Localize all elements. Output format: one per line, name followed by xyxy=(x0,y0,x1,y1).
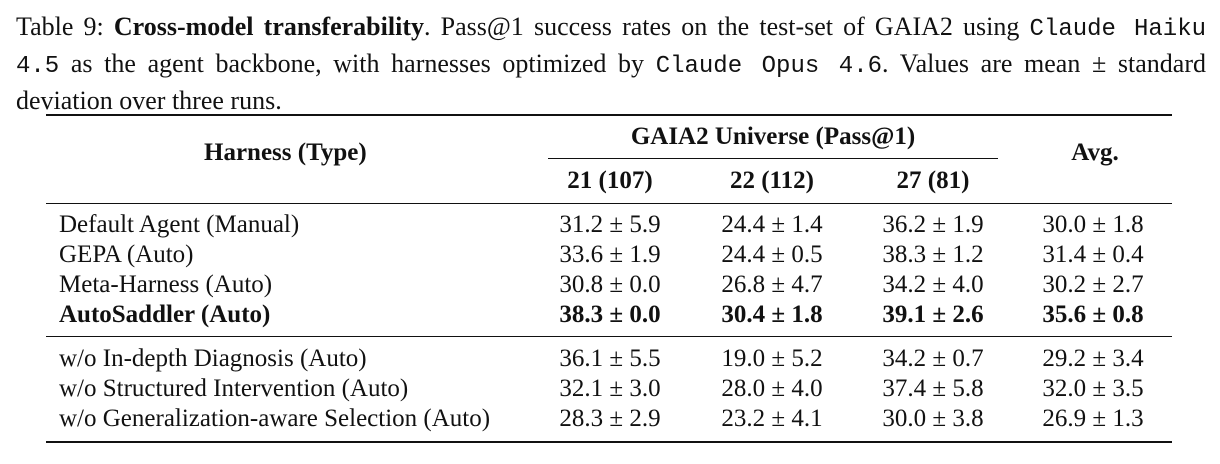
cell-value: 38.3 ± 1.2 xyxy=(882,241,984,268)
cell-avg: 35.6 ± 0.8 xyxy=(1042,301,1144,328)
cell-avg: 29.2 ± 3.4 xyxy=(1042,345,1144,372)
caption-model-1: Claude Haiku 4.5 xyxy=(16,16,1207,80)
top-rule xyxy=(46,114,1172,116)
cell-value: 19.0 ± 5.2 xyxy=(721,345,823,372)
cell-value: 24.4 ± 1.4 xyxy=(721,211,823,238)
cell-value: 36.1 ± 5.5 xyxy=(559,345,661,372)
caption-text-3: . Values are mean ± standard deviation o… xyxy=(16,49,1206,115)
cell-value: 30.0 ± 3.8 xyxy=(882,405,984,432)
row-name: w/o In-depth Diagnosis (Auto) xyxy=(59,345,367,372)
cell-value: 24.4 ± 0.5 xyxy=(721,241,823,268)
header-col-21: 21 (107) xyxy=(567,167,653,194)
caption-label: Table 9: xyxy=(16,12,104,41)
header-rule xyxy=(46,203,1172,204)
cell-value: 39.1 ± 2.6 xyxy=(882,301,984,328)
cell-value: 28.0 ± 4.0 xyxy=(721,375,823,402)
cell-value: 34.2 ± 0.7 xyxy=(882,345,984,372)
row-name: GEPA (Auto) xyxy=(59,241,194,268)
header-harness: Harness (Type) xyxy=(204,139,367,166)
group-rule xyxy=(548,158,998,159)
cell-avg: 31.4 ± 0.4 xyxy=(1042,241,1144,268)
cell-avg: 30.2 ± 2.7 xyxy=(1042,271,1144,298)
cell-value: 38.3 ± 0.0 xyxy=(559,301,661,328)
cell-value: 37.4 ± 5.8 xyxy=(882,375,984,402)
caption-model-2: Claude Opus 4.6 xyxy=(655,53,883,80)
caption-title: Cross-model transferability xyxy=(113,12,424,41)
row-name: Meta-Harness (Auto) xyxy=(59,271,273,298)
caption-text-1: . Pass@1 success rates on the test-set o… xyxy=(423,12,1030,41)
cell-avg: 32.0 ± 3.5 xyxy=(1042,375,1144,402)
section-rule xyxy=(46,336,1172,337)
header-group: GAIA2 Universe (Pass@1) xyxy=(630,123,916,150)
header-col-27: 27 (81) xyxy=(896,167,970,194)
cell-value: 28.3 ± 2.9 xyxy=(559,405,661,432)
cell-value: 34.2 ± 4.0 xyxy=(882,271,984,298)
cell-value: 30.4 ± 1.8 xyxy=(721,301,823,328)
cell-value: 23.2 ± 4.1 xyxy=(721,405,823,432)
row-name: AutoSaddler (Auto) xyxy=(59,301,271,328)
cell-value: 31.2 ± 5.9 xyxy=(559,211,661,238)
row-name: w/o Structured Intervention (Auto) xyxy=(59,375,409,402)
caption-text-2: as the agent backbone, with harnesses op… xyxy=(59,49,656,78)
cell-value: 30.8 ± 0.0 xyxy=(559,271,661,298)
row-name: w/o Generalization-aware Selection (Auto… xyxy=(59,405,491,432)
header-col-22: 22 (112) xyxy=(729,167,815,194)
cell-value: 36.2 ± 1.9 xyxy=(882,211,984,238)
row-name: Default Agent (Manual) xyxy=(59,211,300,238)
table-caption: Table 9: Cross-model transferability. Pa… xyxy=(16,10,1206,118)
bottom-rule xyxy=(46,441,1172,443)
cell-value: 32.1 ± 3.0 xyxy=(559,375,661,402)
cell-avg: 30.0 ± 1.8 xyxy=(1042,211,1144,238)
cell-value: 33.6 ± 1.9 xyxy=(559,241,661,268)
header-avg: Avg. xyxy=(1071,139,1119,166)
cell-avg: 26.9 ± 1.3 xyxy=(1042,405,1144,432)
cell-value: 26.8 ± 4.7 xyxy=(721,271,823,298)
